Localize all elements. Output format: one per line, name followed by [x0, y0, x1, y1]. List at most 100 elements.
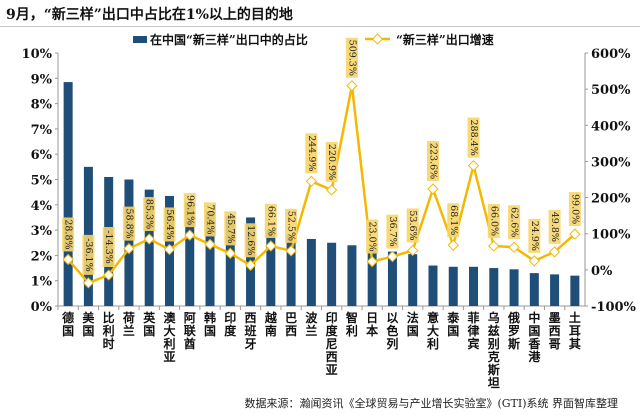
bar: [124, 179, 134, 306]
growth-point: [123, 242, 135, 255]
data-label-bg: [366, 219, 379, 254]
x-tick-label: 巴西: [285, 311, 297, 338]
data-label-bg: [82, 234, 95, 275]
data-label-bg: [426, 141, 439, 182]
growth-point: [528, 255, 540, 267]
right-tick-label: 400%: [591, 119, 631, 134]
left-tick-label: 4%: [31, 199, 53, 214]
data-label: 62.6%: [509, 207, 520, 237]
data-label: 66.0%: [488, 206, 499, 236]
growth-point: [488, 240, 500, 252]
growth-point: [427, 183, 439, 195]
data-label: 66.1%: [265, 206, 276, 236]
left-tick-label: 10%: [22, 47, 53, 62]
data-label-bg: [244, 223, 257, 258]
right-tick-label: 300%: [591, 155, 631, 170]
data-label-bg: [143, 197, 156, 232]
bar: [327, 242, 337, 306]
x-tick-label: 韩国: [204, 310, 216, 338]
growth-line: [67, 85, 576, 285]
bar: [347, 245, 357, 306]
growth-point: [447, 239, 459, 251]
data-label-bg: [406, 208, 419, 243]
data-label-bg: [528, 218, 541, 253]
bar: [570, 275, 580, 306]
x-tick-label: 澳大利亚: [163, 310, 176, 364]
x-tick-label: 意大利: [427, 310, 439, 351]
growth-point: [325, 184, 338, 196]
bar: [225, 216, 235, 306]
left-tick-label: 2%: [31, 249, 53, 264]
right-tick-label: 200%: [591, 192, 631, 207]
growth-point: [366, 255, 378, 268]
legend-line-label: “新三样”出口增速: [396, 32, 494, 47]
data-label: 220.9%: [326, 144, 337, 180]
growth-point: [508, 241, 520, 253]
bar: [144, 189, 154, 306]
data-label: 53.6%: [407, 210, 418, 240]
growth-point: [103, 269, 115, 281]
growth-point: [224, 247, 236, 259]
bar: [286, 235, 296, 306]
x-tick-label: 日本: [366, 311, 378, 338]
data-label: 45.7%: [225, 213, 236, 243]
x-tick-label: 泰国: [446, 310, 460, 338]
bar: [387, 251, 397, 306]
growth-point: [82, 277, 95, 289]
data-label-bg: [224, 211, 237, 246]
bar: [306, 238, 316, 306]
growth-point: [285, 245, 297, 257]
data-label-bg: [325, 142, 338, 183]
legend-line-marker: [371, 33, 384, 45]
left-tick-label: 6%: [31, 148, 53, 163]
x-tick-label: 德国: [62, 310, 74, 338]
right-tick-label: 600%: [591, 47, 631, 62]
data-label: -36.1%: [83, 238, 94, 271]
data-label: 223.6%: [427, 143, 438, 179]
x-tick-label: 阿联酋: [184, 311, 196, 351]
bar: [529, 273, 539, 306]
left-tick-label: 7%: [31, 123, 53, 138]
data-label-bg: [487, 204, 500, 239]
growth-point: [204, 238, 216, 251]
growth-point: [143, 233, 155, 245]
data-label: 58.8%: [123, 209, 134, 239]
data-label-bg: [345, 37, 358, 78]
x-tick-label: 以色列: [386, 311, 398, 351]
data-label: 85.3%: [144, 199, 155, 229]
bar: [428, 265, 438, 306]
data-label: 36.7%: [387, 216, 398, 246]
x-tick-label: 乌兹别克斯坦: [487, 310, 500, 390]
bar: [469, 266, 479, 306]
data-label-bg: [568, 192, 581, 227]
x-tick-label: 印度尼西亚: [326, 311, 339, 377]
data-label: 12.6%: [245, 225, 256, 255]
left-tick-label: 5%: [31, 174, 53, 189]
x-tick-label: 比利时: [103, 310, 115, 351]
data-label-bg: [204, 202, 217, 237]
data-label-bg: [264, 203, 277, 238]
x-tick-label: 法国: [407, 310, 419, 338]
data-label-bg: [447, 203, 460, 238]
x-tick-label: 荷兰: [122, 310, 135, 338]
growth-point: [265, 240, 277, 252]
bar: [185, 202, 195, 306]
x-tick-label: 中国香港: [527, 310, 541, 364]
legend-bar-swatch: [133, 36, 147, 43]
data-label-bg: [386, 214, 399, 249]
left-tick-label: 1%: [31, 275, 53, 290]
left-tick-label: 8%: [31, 98, 53, 113]
data-label-bg: [548, 209, 561, 244]
x-tick-label: 土耳其: [569, 310, 581, 351]
x-tick-label: 智利: [345, 310, 358, 338]
bar: [408, 254, 418, 306]
growth-point: [62, 253, 74, 266]
data-label-bg: [122, 206, 135, 241]
x-tick-label: 美国: [82, 310, 95, 338]
data-label: 244.9%: [306, 135, 317, 171]
left-tick-label: 9%: [31, 72, 53, 87]
data-label: 70.4%: [205, 204, 216, 234]
data-label: 96.1%: [184, 195, 195, 225]
data-label: 509.3%: [346, 40, 357, 76]
